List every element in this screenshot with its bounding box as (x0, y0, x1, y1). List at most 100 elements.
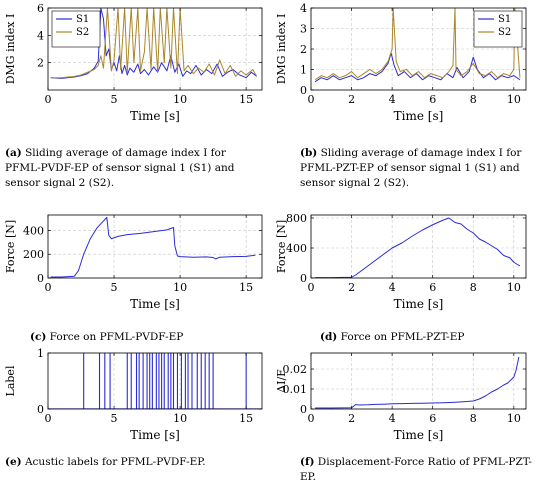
y-tick-label: 0.02 (283, 363, 308, 376)
caption-a: (a) Sliding average of damage index I fo… (5, 146, 245, 191)
series-1-line (50, 216, 256, 278)
x-tick-label: 6 (429, 281, 436, 294)
x-tick-label: 15 (239, 412, 253, 425)
plot-area (50, 216, 256, 278)
x-tick-label: 2 (348, 281, 355, 294)
y-tick-label: 400 (286, 242, 307, 255)
y-tick-label: 200 (23, 248, 44, 261)
panel-e: 0 5 10 15 0 1 Time [s] Label (0, 345, 270, 450)
x-tick-label: 10 (173, 93, 187, 106)
y-axis-label: ΔI/F (275, 369, 288, 393)
x-axis-label: Time [s] (394, 428, 444, 442)
caption-b: (b) Sliding average of damage index I fo… (300, 146, 540, 191)
x-tick-label: 2 (348, 93, 355, 106)
x-tick-label: 0 (308, 412, 315, 425)
caption-c-text: Force on PFML-PVDF-EP (46, 331, 184, 343)
y-tick-label: 2 (300, 43, 307, 56)
series-s1-line (50, 8, 258, 79)
plot-area (50, 8, 258, 79)
caption-a-tag: (a) (5, 147, 22, 159)
y-tick-label: 0 (300, 403, 307, 416)
x-tick-label: 0 (308, 93, 315, 106)
axis-frame (47, 352, 263, 410)
y-tick-label: 0 (37, 272, 44, 285)
plot-area (315, 217, 521, 278)
y-axis-label: Force [N] (4, 220, 17, 273)
axis-frame (47, 214, 263, 279)
y-axis-label: Force [N] (275, 220, 288, 273)
x-tick-label: 4 (389, 93, 396, 106)
x-tick-label: 5 (111, 93, 118, 106)
y-axis-label: DMG index I (4, 14, 17, 85)
y-tick-label: 1 (37, 347, 44, 360)
x-tick-label: 5 (111, 412, 118, 425)
y-tick-label: 6 (37, 2, 44, 15)
legend-label: S1 (498, 14, 511, 25)
y-tick-label: 0 (37, 403, 44, 416)
legend-label: S1 (76, 14, 89, 25)
x-axis-label: Time [s] (130, 428, 180, 442)
panel-d: 0 2 4 6 8 10 0 400 800 Time [s] Force [N] (275, 205, 550, 325)
caption-a-text: Sliding average of damage index I for PF… (5, 147, 235, 189)
x-tick-label: 15 (239, 281, 253, 294)
series-s1-line (314, 52, 521, 83)
y-tick-label: 2 (37, 57, 44, 70)
chart-e: 0 5 10 15 0 1 Time [s] Label (4, 347, 263, 442)
y-tick-label: 4 (300, 2, 307, 15)
plot-area (48, 353, 262, 409)
x-tick-label: 8 (470, 93, 477, 106)
y-axis-label: Label (4, 365, 17, 396)
y-tick-label: 0.01 (283, 383, 308, 396)
caption-b-tag: (b) (300, 147, 318, 159)
x-tick-label: 0 (45, 281, 52, 294)
x-tick-label: 0 (45, 412, 52, 425)
caption-f-text: Displacement-Force Ratio of PFML-PZT-EP. (300, 456, 532, 483)
x-tick-label: 8 (470, 412, 477, 425)
y-axis-label: DMG index I (275, 14, 288, 85)
caption-e-text: Acustic labels for PFML-PVDF-EP. (21, 456, 206, 468)
caption-d-text: Force on PFML-PZT-EP (337, 331, 465, 343)
x-tick-label: 6 (429, 93, 436, 106)
plot-area (315, 356, 520, 409)
legend-box (51, 10, 101, 48)
x-tick-label: 8 (470, 281, 477, 294)
x-axis-label: Time [s] (130, 109, 180, 123)
caption-d: (d) Force on PFML-PZT-EP (320, 330, 550, 345)
y-tick-label: 800 (286, 212, 307, 225)
plot-area (314, 8, 521, 83)
panel-b: 0 2 4 6 8 10 0 1 2 3 4 Time [s] DMG index I S1 S2 (275, 0, 550, 140)
x-tick-label: 10 (173, 412, 187, 425)
x-tick-label: 0 (45, 93, 52, 106)
axis-frame (310, 214, 527, 279)
legend-label: S2 (76, 27, 89, 38)
caption-e: (e) Acustic labels for PFML-PVDF-EP. (5, 455, 245, 470)
caption-e-tag: (e) (5, 456, 22, 468)
chart-a: 0 5 10 15 2 4 6 Time [s] DMG index I S1 S2 (4, 2, 263, 123)
legend-box (473, 10, 523, 48)
panel-c: 0 5 10 15 0 200 400 Time [s] Force [N] (0, 205, 270, 325)
series-s2-line (314, 8, 521, 81)
x-tick-label: 10 (507, 281, 521, 294)
y-tick-label: 3 (300, 23, 307, 36)
x-axis-label: Time [s] (394, 109, 444, 123)
x-tick-label: 15 (239, 93, 253, 106)
caption-d-tag: (d) (320, 331, 338, 343)
caption-f-tag: (f) (300, 456, 315, 468)
chart-b: 0 2 4 6 8 10 0 1 2 3 4 Time [s] DMG index I S1 S2 (275, 2, 527, 123)
axis-frame (310, 352, 527, 410)
caption-f: (f) Displacement-Force Ratio of PFML-PZT… (300, 455, 540, 485)
y-tick-label: 4 (37, 29, 44, 42)
axis-frame (47, 7, 263, 91)
x-tick-label: 4 (389, 412, 396, 425)
y-tick-label: 400 (23, 224, 44, 237)
series-1-line (315, 217, 521, 278)
chart-d: 0 2 4 6 8 10 0 400 800 Time [s] Force [N] (275, 212, 527, 311)
x-axis-label: Time [s] (394, 297, 444, 311)
y-tick-label: 0 (300, 84, 307, 97)
x-tick-label: 0 (308, 281, 315, 294)
x-tick-label: 6 (429, 412, 436, 425)
x-tick-label: 4 (389, 281, 396, 294)
chart-f: 0 2 4 6 8 10 0 0.01 0.02 Time [s] ΔI/F (275, 352, 527, 442)
caption-c-tag: (c) (30, 331, 47, 343)
y-tick-label: 1 (300, 64, 307, 77)
